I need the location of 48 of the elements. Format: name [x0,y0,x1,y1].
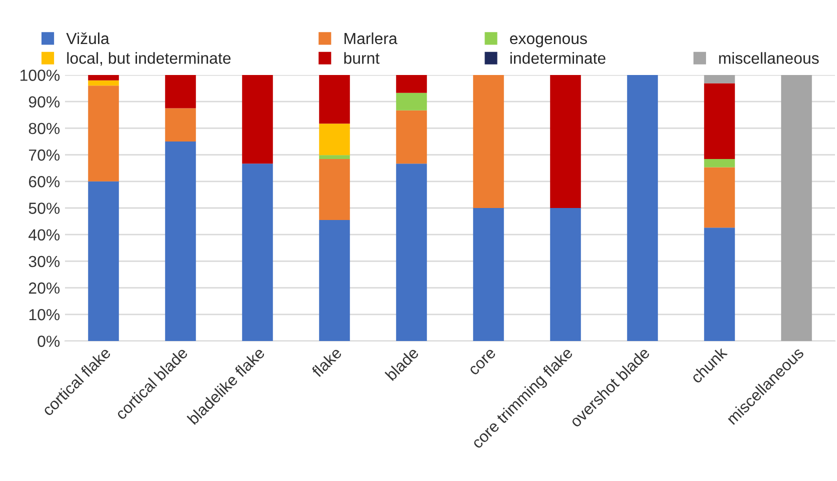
bar [550,75,581,208]
bar [704,167,735,228]
bar [319,75,350,124]
bar [319,220,350,341]
bar [627,75,658,341]
legend-label: burnt [344,52,380,64]
bar [396,110,427,164]
bar [165,142,196,341]
bar [704,228,735,341]
y-tick-label: 100% [20,70,60,81]
bar [88,86,119,182]
y-tick-label: 60% [28,176,60,188]
bar [473,75,504,208]
bar [704,83,735,160]
y-tick-label: 40% [28,229,60,241]
bar [704,159,735,168]
bar [319,159,350,220]
y-tick-label: 30% [28,256,60,268]
y-tick-label: 0% [38,336,60,347]
bar [396,92,427,110]
y-tick-label: 20% [28,282,60,294]
y-tick-label: 80% [28,122,60,134]
y-tick-label: 10% [29,309,60,320]
bar [473,208,504,341]
bar [396,164,427,341]
bar [319,155,350,160]
bar [319,124,350,156]
legend-label: Vižula [66,32,110,44]
bar [396,75,427,93]
bar [704,75,735,84]
bar [88,80,119,86]
legend-label: exogenous [510,35,587,48]
y-tick-label: 50% [28,202,60,214]
y-tick-label: 70% [28,149,60,161]
bar [781,75,812,341]
bar [88,75,119,80]
bar [165,108,196,142]
bar [165,75,196,108]
x-tick-label: core [469,348,496,376]
bar [550,208,581,341]
bar [88,181,119,341]
legend-label: miscellaneous [719,52,819,64]
legend-label: local, but indeterminate [67,52,231,66]
bar [242,164,273,341]
y-tick-label: 90% [28,96,60,108]
bar [242,75,273,164]
legend-label: Marlera [344,32,398,44]
legend-label: indeterminate [510,52,606,64]
